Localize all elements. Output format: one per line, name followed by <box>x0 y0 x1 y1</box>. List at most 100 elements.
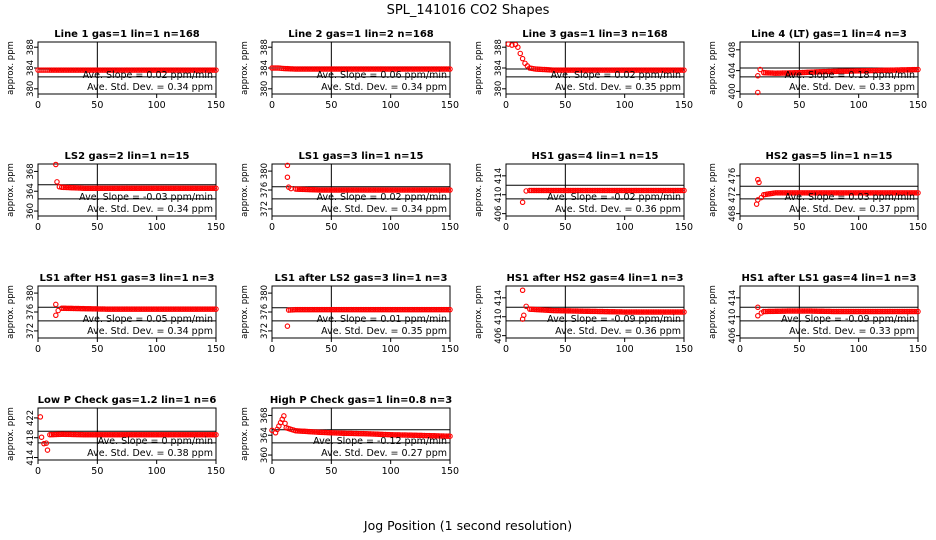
data-point <box>394 306 401 313</box>
data-point <box>343 66 350 72</box>
slope-annotation: Ave. Slope = 0.01 ppm/min <box>317 314 447 325</box>
data-point <box>674 187 680 194</box>
chart-panel-4: Line 4 (LT) gas=1 lin=4 n=3 0 50 100 150 400 4… <box>708 29 927 111</box>
data-point <box>786 190 792 196</box>
data-point <box>133 185 140 192</box>
x-tick-label: 50 <box>793 344 805 355</box>
data-point <box>91 306 97 312</box>
data-point <box>386 66 392 72</box>
data-point <box>401 187 407 193</box>
data-point <box>187 306 194 312</box>
chart-panel-8: HS2 gas=5 lin=1 n=15 0 50 100 150 468 472 476 ap… <box>708 151 927 233</box>
data-point <box>104 306 111 312</box>
data-point <box>805 190 811 196</box>
chart-panel-10: LS1 after LS2 gas=3 lin=1 n=3 0 50 100 150 37… <box>240 273 459 355</box>
data-point <box>204 431 211 438</box>
data-point <box>187 431 194 438</box>
y-tick-label: 380 <box>26 285 36 301</box>
x-tick-label: 150 <box>441 100 459 111</box>
data-point <box>440 187 446 193</box>
data-point <box>331 66 338 72</box>
data-point <box>755 89 761 96</box>
data-point <box>58 67 65 73</box>
data-point <box>550 187 557 194</box>
data-point <box>676 187 682 194</box>
data-point <box>845 190 852 196</box>
data-point <box>898 308 904 315</box>
data-point <box>662 67 669 73</box>
data-point <box>348 66 355 72</box>
data-point <box>128 67 134 73</box>
data-point <box>447 433 453 439</box>
data-point <box>643 309 650 315</box>
data-point <box>564 67 570 73</box>
data-point <box>167 306 173 312</box>
data-point <box>359 306 365 313</box>
data-point <box>842 308 848 315</box>
data-point <box>599 308 606 315</box>
data-point <box>109 431 116 438</box>
data-point <box>591 67 597 73</box>
data-point <box>409 187 416 193</box>
data-point <box>326 306 333 313</box>
data-point <box>820 190 826 196</box>
data-point <box>849 190 855 196</box>
data-point <box>615 187 621 194</box>
data-point <box>206 431 212 438</box>
data-point <box>175 306 182 312</box>
data-point <box>635 309 641 315</box>
data-point <box>184 67 190 73</box>
data-point <box>823 190 830 196</box>
data-point <box>840 190 847 196</box>
data-point <box>359 187 365 193</box>
data-point <box>206 185 212 192</box>
y-tick-label: 408 <box>728 42 738 58</box>
x-tick-label: 100 <box>148 100 166 111</box>
data-point <box>45 67 51 73</box>
data-point <box>194 306 201 312</box>
data-point <box>628 67 635 73</box>
data-point <box>367 306 374 313</box>
data-point <box>74 305 80 312</box>
data-point <box>86 185 92 192</box>
data-point <box>896 308 903 315</box>
data-point <box>603 67 609 73</box>
data-point <box>559 187 565 194</box>
data-point <box>433 306 440 313</box>
y-tick-label: 360 <box>26 203 36 219</box>
data-point <box>818 190 825 196</box>
data-point <box>398 187 404 193</box>
data-point <box>867 190 874 196</box>
data-point <box>567 67 574 73</box>
y-tick-label: 364 <box>260 427 270 443</box>
data-point <box>135 185 141 192</box>
data-point <box>399 306 406 313</box>
data-point <box>413 306 419 313</box>
data-point <box>309 306 316 313</box>
data-point <box>604 67 611 73</box>
x-tick-label: 0 <box>503 100 509 111</box>
data-point <box>347 187 353 193</box>
data-point <box>174 431 180 438</box>
data-point <box>623 187 630 194</box>
data-point <box>438 66 445 72</box>
data-point <box>901 308 908 315</box>
data-point <box>396 187 402 193</box>
data-point <box>677 187 684 194</box>
data-point <box>55 67 62 73</box>
data-point <box>647 67 653 73</box>
data-point <box>596 308 602 315</box>
data-point <box>777 190 784 196</box>
data-point <box>104 67 111 73</box>
data-point <box>416 187 423 193</box>
data-point <box>399 187 406 193</box>
data-point <box>348 306 355 313</box>
data-point <box>131 306 138 312</box>
data-point <box>284 323 291 329</box>
data-point <box>326 66 333 72</box>
data-point <box>811 190 818 196</box>
data-point <box>664 67 670 73</box>
slope-annotation: Ave. Slope = 0.02 ppm/min <box>83 70 213 81</box>
data-point <box>106 306 112 312</box>
data-point <box>79 67 85 73</box>
